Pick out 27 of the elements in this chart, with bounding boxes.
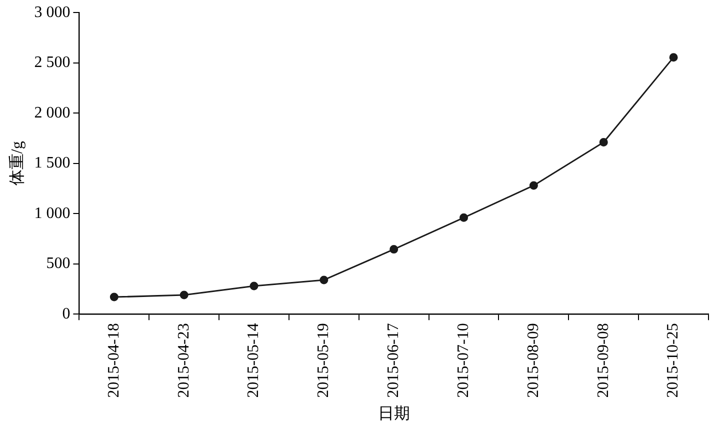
y-axis-title: 体重/g	[8, 141, 26, 186]
x-tick-label: 2015-10-25	[664, 323, 682, 398]
point	[110, 292, 118, 302]
x-tick-label: 2015-05-14	[245, 323, 262, 398]
point	[320, 276, 328, 284]
y-tick-label: 3 000	[34, 4, 70, 21]
x-axis-title: 日期	[378, 404, 410, 423]
y-tick-label: 500	[46, 255, 70, 272]
x-tick-label: 2015-06-17	[385, 323, 402, 398]
point	[599, 138, 608, 147]
point	[460, 213, 468, 222]
point	[180, 290, 188, 300]
x-tick-label: 2015-05-19	[315, 323, 332, 398]
y-tick-label: 2 500	[34, 54, 70, 72]
x-tick-label: 2015-07-10	[454, 323, 472, 398]
y-tick-label: 2 000	[34, 104, 70, 122]
point	[390, 245, 398, 254]
y-tick-label: 1 000	[34, 204, 70, 222]
point	[529, 181, 538, 190]
point	[669, 53, 678, 62]
y-tick-label: 0	[62, 305, 70, 322]
x-tick-label: 2015-04-23	[175, 323, 192, 398]
x-tick-label: 2015-08-09	[524, 323, 542, 398]
x-tick-label: 2015-04-18	[105, 323, 122, 398]
y-tick-label: 1 500	[34, 154, 70, 172]
point	[250, 282, 258, 290]
x-tick-label: 2015-09-08	[594, 323, 612, 398]
